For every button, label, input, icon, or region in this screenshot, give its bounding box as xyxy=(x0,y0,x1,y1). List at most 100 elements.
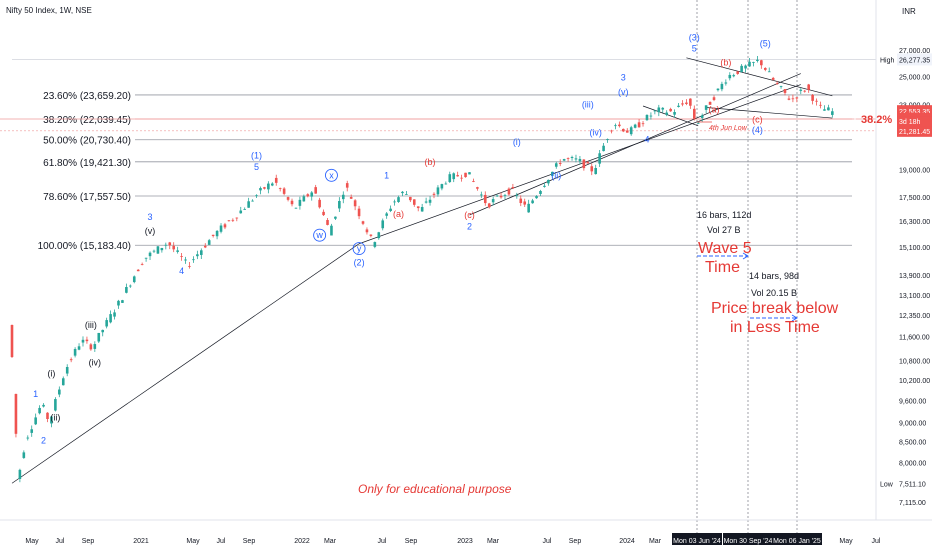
candle-body xyxy=(783,89,787,93)
candle-body xyxy=(531,200,534,204)
date-marker-bg xyxy=(672,533,722,545)
candle-body xyxy=(476,187,479,189)
time-tick-label: Mar xyxy=(487,538,500,545)
time-tick-label: 2023 xyxy=(457,538,473,545)
wave-label: (a) xyxy=(709,105,720,115)
candle-body xyxy=(247,201,250,208)
candle-body xyxy=(290,200,294,205)
wave-label: (b) xyxy=(425,157,436,167)
fib-side-label: 38.2% xyxy=(861,114,892,126)
wave-label: (5) xyxy=(760,38,771,48)
wave-label: (i) xyxy=(47,369,55,379)
candle-body xyxy=(748,61,751,67)
wave-label: (iv) xyxy=(89,357,102,367)
candle-body xyxy=(432,193,436,195)
candle-body xyxy=(440,184,444,189)
candle-body xyxy=(176,250,179,252)
candle-body xyxy=(645,114,649,121)
time-tick-label: Mon 03 Jun '24 xyxy=(673,538,721,545)
candle-body xyxy=(515,195,519,196)
wave-label: 1 xyxy=(33,389,38,399)
wave-label: 3 xyxy=(621,72,626,82)
time-axis[interactable]: May Jul Sep 2021 May Jul Sep 2022 Mar Jul Sep 2023 M… xyxy=(0,519,932,545)
candle-body xyxy=(377,232,381,239)
wave-label: (ii) xyxy=(50,413,60,423)
fib-level-label: 38.20% (22,039.45) xyxy=(43,115,131,126)
candle-body xyxy=(539,190,542,194)
candle-body xyxy=(152,250,156,252)
candle-body xyxy=(330,225,333,236)
wave-channel-line xyxy=(469,73,801,216)
candle-body xyxy=(681,103,684,105)
wave-label: (i) xyxy=(513,137,521,147)
price-tick-label: 7,511.10 xyxy=(899,482,926,489)
high-tag-label: High xyxy=(880,57,895,64)
wave-label: (c) xyxy=(464,210,475,220)
wave-label: y xyxy=(357,244,362,254)
candle-body xyxy=(618,124,621,127)
candle-body xyxy=(334,216,337,219)
candle-body xyxy=(452,173,456,180)
break-stats-bars: 14 bars, 98d xyxy=(749,271,799,281)
candle-body xyxy=(807,84,810,90)
candle-body xyxy=(365,229,369,233)
candle-body xyxy=(22,452,26,458)
candle-body xyxy=(456,175,459,177)
candle-body xyxy=(298,199,302,206)
candle-body xyxy=(499,195,503,198)
candle-body xyxy=(692,108,696,119)
candle-body xyxy=(487,203,491,208)
price-tick-label: 13,900.00 xyxy=(899,273,930,280)
date-marker-bg xyxy=(723,533,773,545)
price-tick-label: 10,800.00 xyxy=(899,359,930,366)
candle-body xyxy=(409,196,412,201)
candle-body xyxy=(302,196,306,202)
candle-body xyxy=(239,210,243,214)
break-subtitle: in Less Time xyxy=(730,319,820,336)
candle-body xyxy=(188,265,191,267)
candle-body xyxy=(472,181,475,182)
candle-body xyxy=(483,194,487,204)
candle-body xyxy=(606,138,609,140)
countdown-label: 3d 18h xyxy=(899,119,921,126)
candle-body xyxy=(424,201,428,203)
candle-body xyxy=(669,108,672,112)
candle-body xyxy=(322,211,325,216)
time-tick-label: Jul xyxy=(872,538,881,545)
candle-body xyxy=(448,174,452,183)
time-tick-label: May xyxy=(25,538,39,545)
candle-body xyxy=(286,197,290,200)
wave-label: (c) xyxy=(752,115,763,125)
candle-body xyxy=(278,188,282,189)
candle-body xyxy=(389,208,392,212)
candle-body xyxy=(200,250,203,255)
time-tick-label: Sep xyxy=(243,538,256,545)
candle-body xyxy=(689,98,692,106)
price-axis[interactable]: 27,000.0025,000.0023,000.0022,553.3522,0… xyxy=(875,0,932,520)
candle-body xyxy=(574,158,578,160)
candle-body xyxy=(519,198,523,204)
fib-level-label: 23.60% (23,659.20) xyxy=(43,91,131,102)
candle-body xyxy=(728,74,732,79)
candle-body xyxy=(570,157,574,159)
candle-body xyxy=(50,416,53,424)
candle-body xyxy=(460,177,463,179)
break-title: Price break below xyxy=(711,300,839,317)
candle-body xyxy=(811,95,814,101)
price-tick-label: 12,350.00 xyxy=(899,313,930,320)
wave-label: (3) xyxy=(689,32,700,42)
candle-body xyxy=(30,429,34,433)
candle-body xyxy=(235,217,239,219)
currency-label: INR xyxy=(902,7,916,16)
candle-body xyxy=(578,158,582,162)
candle-body xyxy=(700,115,704,118)
candle-body xyxy=(310,192,314,197)
candle-body xyxy=(345,183,349,188)
candle-body xyxy=(622,128,625,132)
time-tick-label: May xyxy=(186,538,200,545)
candle-body xyxy=(243,208,246,210)
wave-label: 5 xyxy=(692,43,697,53)
candle-body xyxy=(629,127,633,135)
wave5-stats-volume: Vol 27 B xyxy=(707,225,741,235)
